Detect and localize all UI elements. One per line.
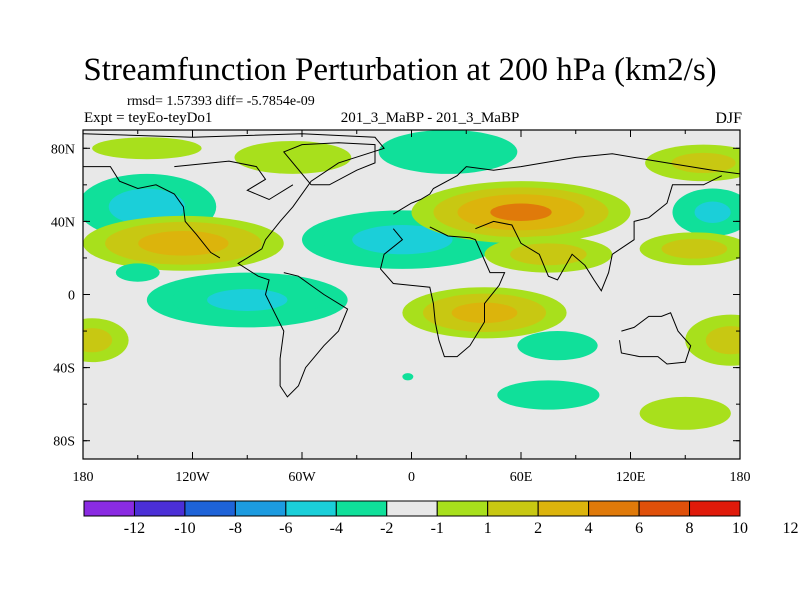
coastlines — [83, 133, 740, 398]
x-tick-label: 0 — [408, 470, 415, 485]
y-tick-label: 0 — [68, 289, 75, 304]
contour-e-south-pacific-2 — [705, 326, 740, 355]
contour-fields — [83, 130, 740, 430]
colorbar-label: 6 — [635, 520, 643, 537]
colorbar-label: -6 — [279, 520, 292, 537]
contour-east-asia-ridge-2 — [671, 152, 736, 173]
x-tick-label: 60W — [288, 470, 316, 485]
colorbar-label: 1 — [484, 520, 492, 537]
season-label: DJF — [715, 110, 742, 127]
x-tick-label: 60E — [510, 470, 533, 485]
colorbar-box — [184, 500, 236, 517]
contour-arctic-canada-1 — [234, 140, 352, 174]
contour-nw-pacific-ridge-1 — [92, 137, 202, 160]
colorbar-box — [487, 500, 539, 517]
coastline-5 — [619, 312, 692, 365]
x-tick-label: 120W — [175, 470, 210, 485]
experiment-label: Expt = teyEo-teyDo1 — [84, 110, 213, 126]
y-tick-label: 40S — [53, 362, 75, 377]
contour-southern-ocean-low--1 — [497, 380, 600, 410]
colorbar-label: -8 — [229, 520, 242, 537]
contour-small-pacific-low--1 — [115, 263, 160, 282]
case-label: 201_3_MaBP - 201_3_MaBP — [340, 110, 520, 126]
x-tick-label: 180 — [73, 470, 94, 485]
contour-sw-pacific-high-1 — [639, 396, 731, 430]
colorbar-box — [588, 500, 640, 517]
colorbar-label: 12 — [782, 520, 798, 537]
colorbar-label: -12 — [124, 520, 145, 537]
colorbar-label: 8 — [686, 520, 694, 537]
contour-w-south-pacific-2 — [83, 328, 113, 353]
colorbar-label: -2 — [380, 520, 393, 537]
coastline-2 — [379, 226, 506, 358]
colorbar-box — [133, 500, 186, 517]
contour-ne-pacific-low--4 — [108, 188, 186, 225]
chart-title: Streamfunction Perturbation at 200 hPa (… — [83, 52, 717, 88]
colorbar-label: 4 — [585, 520, 593, 537]
colorbar-box — [335, 500, 388, 517]
contour-e-pacific-low--4 — [207, 289, 288, 311]
contour-nw-pacific-low--4 — [694, 201, 731, 223]
stats-label: rmsd= 1.57393 diff= -5.7854e-09 — [127, 94, 315, 109]
coastline-1 — [83, 133, 385, 398]
coastline-4 — [475, 175, 723, 292]
contour-atlantic-small-low--1 — [402, 373, 414, 381]
contour-n-atlantic-low--2 — [392, 134, 504, 170]
contour-indian-ocean-low--1 — [517, 331, 598, 361]
colorbar-label: 2 — [534, 520, 542, 537]
colorbar: -12 -10 -8 -6 -4 -2 -1 1 2 4 6 8 10 12 — [83, 500, 798, 537]
y-tick-label: 80N — [51, 142, 75, 157]
colorbar-box — [436, 500, 489, 517]
colorbar-box — [83, 500, 135, 517]
colorbar-label: -10 — [174, 520, 195, 537]
coastline-8 — [174, 160, 294, 201]
y-tick-label: 80S — [53, 435, 75, 450]
coastline-6 — [83, 166, 221, 259]
colorbar-label: -4 — [330, 520, 343, 537]
y-tick-label: 40N — [51, 215, 75, 230]
colorbar-box — [386, 500, 438, 517]
colorbar-label: 10 — [732, 520, 748, 537]
colorbar-box — [537, 500, 590, 517]
contour-asia-high-s-2 — [510, 243, 587, 266]
x-tick-label: 180 — [730, 470, 751, 485]
colorbar-label: -1 — [431, 520, 444, 537]
contour-w-pacific-high-2 — [661, 238, 728, 259]
colorbar-box — [689, 500, 741, 517]
colorbar-box — [285, 500, 337, 517]
coastline-3 — [393, 153, 740, 215]
coastline-7 — [282, 142, 376, 186]
contour-asia-high-6 — [490, 203, 552, 221]
colorbar-box — [234, 500, 287, 517]
contour-na-atlantic-high-4 — [138, 230, 229, 256]
colorbar-box — [638, 500, 691, 517]
x-tick-label: 120E — [616, 470, 646, 485]
